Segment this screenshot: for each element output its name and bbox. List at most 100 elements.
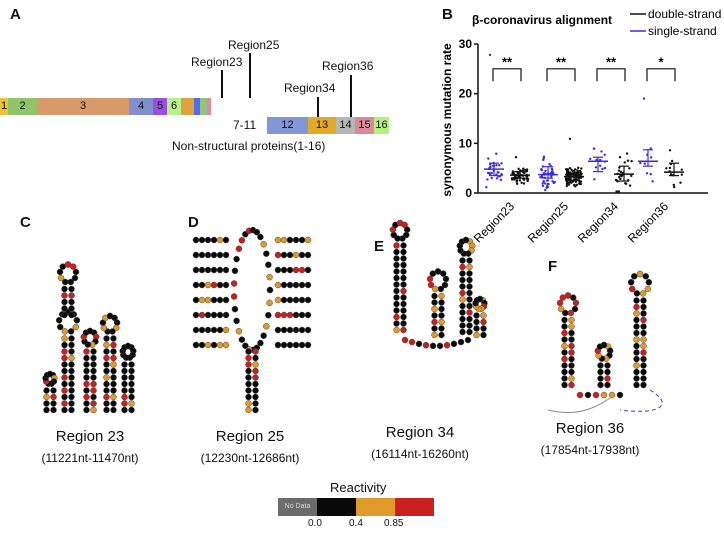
nsp-segment: 14: [336, 117, 355, 134]
data-point: [567, 183, 571, 186]
mutation-rate-chart: β-coronavirus alignment synonymous mutat…: [440, 7, 721, 245]
nucleotide: [400, 268, 407, 275]
data-point: [541, 182, 544, 185]
nucleotide: [83, 361, 90, 368]
panel-label-f: F: [548, 258, 558, 275]
nucleotide: [216, 326, 224, 334]
nucleotide: [292, 236, 300, 244]
data-point: [600, 150, 603, 153]
nucleotide: [286, 251, 294, 259]
nucleotide: [298, 236, 306, 244]
nucleotide: [604, 368, 611, 376]
nucleotide: [121, 406, 128, 414]
nucleotide: [422, 341, 430, 349]
nucleotide: [90, 380, 97, 388]
nucleotide: [393, 307, 400, 314]
nucleotide: [633, 375, 640, 382]
data-point: [488, 166, 491, 169]
nucleotide: [110, 354, 117, 362]
nucleotide: [61, 380, 68, 388]
nucleotide: [393, 287, 400, 295]
nucleotide: [50, 387, 57, 394]
nucleotide: [231, 267, 239, 275]
data-point: [645, 172, 649, 175]
nucleotide: [633, 381, 640, 389]
nucleotide: [274, 326, 282, 334]
nucleotide: [438, 312, 445, 319]
nucleotide: [292, 281, 300, 289]
nucleotide: [576, 391, 584, 399]
nucleotide: [400, 320, 407, 327]
nucleotide: [567, 309, 575, 317]
nucleotide: [266, 286, 274, 294]
data-point: [540, 169, 544, 172]
nucleotide: [644, 285, 652, 293]
nucleotide: [103, 380, 110, 388]
data-point: [639, 161, 642, 165]
nucleotide: [459, 270, 466, 277]
nucleotide: [561, 316, 568, 324]
legend-single-label: single-strand: [648, 24, 717, 38]
structure-c-title: Region 23: [55, 428, 125, 445]
nucleotide: [473, 318, 480, 326]
nucleotide: [640, 323, 647, 330]
nucleotide: [257, 339, 264, 347]
data-point: [542, 155, 546, 158]
data-point: [623, 161, 626, 164]
legend-double-label: double-strand: [648, 7, 721, 21]
nucleotide: [628, 285, 636, 293]
nucleotide: [68, 285, 75, 293]
nucleotide: [61, 311, 68, 319]
nucleotide: [292, 251, 300, 259]
nucleotide: [640, 316, 647, 324]
nucleotide: [427, 281, 435, 289]
nucleotide: [400, 287, 407, 295]
nucleotide: [210, 281, 218, 289]
nucleotide: [245, 367, 252, 375]
nucleotide: [286, 311, 294, 319]
nucleotide: [480, 312, 487, 319]
nucleotide: [72, 323, 80, 331]
nucleotide: [466, 276, 473, 284]
data-point: [566, 168, 570, 171]
nucleotide: [431, 292, 438, 300]
nucleotide: [252, 367, 259, 375]
nucleotide: [61, 335, 68, 342]
nucleotide: [393, 313, 400, 321]
nucleotide: [128, 400, 135, 407]
nucleotide: [636, 270, 644, 278]
nucleotide: [68, 311, 75, 319]
nucleotide: [252, 354, 259, 362]
nucleotide: [633, 349, 640, 356]
nucleotide: [210, 266, 218, 274]
nucleotide: [61, 361, 68, 368]
nucleotide: [222, 266, 230, 274]
nucleotide: [68, 348, 75, 355]
data-point: [615, 190, 618, 193]
data-point: [553, 180, 556, 184]
nucleotide: [393, 268, 400, 275]
nucleotide: [393, 242, 400, 249]
data-point: [565, 184, 569, 188]
nucleotide: [571, 305, 579, 313]
data-point: [520, 181, 523, 184]
data-point: [668, 149, 672, 152]
nucleotide: [110, 335, 117, 342]
nucleotide: [640, 303, 647, 311]
nucleotide: [83, 354, 90, 362]
nucleotide: [216, 236, 224, 244]
panel-label-b: B: [442, 6, 453, 23]
nucleotide: [61, 374, 68, 381]
nucleotide: [476, 295, 484, 303]
nucleotide: [400, 307, 407, 314]
data-point: [669, 173, 673, 176]
nucleotide: [561, 368, 568, 376]
nucleotide: [83, 387, 90, 394]
nucleotide: [216, 251, 224, 259]
nucleotide: [61, 387, 68, 394]
nucleotide: [67, 328, 75, 335]
nucleotide: [233, 317, 240, 325]
nucleotide: [633, 316, 640, 324]
nucleotide: [400, 281, 407, 288]
nucleotide: [400, 300, 407, 308]
